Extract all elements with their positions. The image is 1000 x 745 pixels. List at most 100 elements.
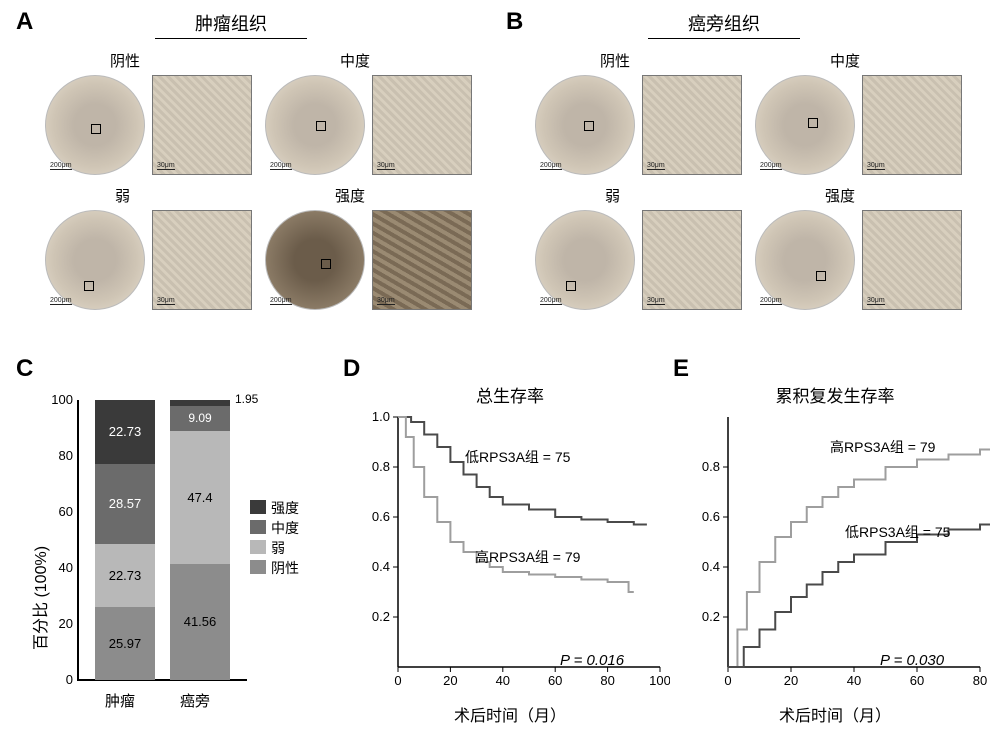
scalebar: 200μm: [50, 162, 72, 170]
seg-adj-strong-txt: 1.95: [235, 392, 258, 406]
svg-text:60: 60: [548, 673, 562, 688]
panel-b-cell-1-zoom: 30μm: [862, 75, 962, 175]
legend-txt-1: 中度: [271, 518, 299, 538]
svg-text:0.6: 0.6: [372, 509, 390, 524]
panel-b-cell-3-zoom: 30μm: [862, 210, 962, 310]
legend-txt-0: 强度: [271, 498, 299, 518]
scalebar: 200μm: [270, 162, 292, 170]
scalebar: 200μm: [540, 162, 562, 170]
panel-e-high-label: 高RPS3A组 = 79: [830, 437, 935, 457]
xlabel-0: 肿瘤: [105, 690, 135, 711]
scalebar: 200μm: [760, 297, 782, 305]
panel-b-cell-1-label: 中度: [830, 50, 860, 71]
svg-text:0.2: 0.2: [372, 609, 390, 624]
svg-text:40: 40: [496, 673, 510, 688]
axis-y: [77, 400, 79, 680]
scalebar: 200μm: [760, 162, 782, 170]
scalebar: 200μm: [540, 297, 562, 305]
panel-c-chart: 百分比 (100%) 0 20 40 60 80 100 22.73 28.57…: [25, 390, 335, 730]
seg-tumor-moderate: 28.57: [95, 464, 155, 544]
panel-d-title: 总生存率: [350, 382, 670, 407]
scalebar: 200μm: [50, 297, 72, 305]
svg-text:40: 40: [847, 673, 861, 688]
ytick-5: 100: [43, 392, 73, 407]
legend-txt-3: 阴性: [271, 558, 299, 578]
svg-text:20: 20: [443, 673, 457, 688]
panel-a-cell-0-circle: 200μm: [45, 75, 145, 175]
panel-a-grid: 阴性 200μm 30μm 中度 200μm 30μm 弱 200μm 30μm…: [40, 50, 480, 330]
ytick-2: 40: [43, 560, 73, 575]
scalebar: 30μm: [377, 297, 395, 305]
seg-adj-weak: 47.4: [170, 431, 230, 564]
panel-c-label: C: [16, 355, 33, 383]
panel-a-cell-2-zoom: 30μm: [152, 210, 252, 310]
panel-a-cell-0-zoom: 30μm: [152, 75, 252, 175]
bar-adjacent: 1.95 9.09 47.4 41.56: [170, 400, 230, 680]
panel-b-cell-0-zoom: 30μm: [642, 75, 742, 175]
panel-e-chart: 累积复发生存率 0.2 0.4 0.6 0.8 0 20 40 60 80 高RPS3A组 = …: [680, 382, 990, 732]
panel-d-low-label: 低RPS3A组 = 75: [465, 447, 570, 467]
panel-b-title: 癌旁组织: [648, 10, 800, 39]
scalebar: 30μm: [867, 297, 885, 305]
bar-tumor: 22.73 28.57 22.73 25.97: [95, 400, 155, 680]
svg-text:0: 0: [724, 673, 731, 688]
panel-a-cell-1-label: 中度: [340, 50, 370, 71]
panel-a-cell-3-zoom: 30μm: [372, 210, 472, 310]
legend-box-2: [250, 540, 266, 554]
panel-b-cell-0-label: 阴性: [600, 50, 630, 71]
panel-d-high-label: 高RPS3A组 = 79: [475, 547, 580, 567]
svg-text:100: 100: [649, 673, 670, 688]
svg-text:0.8: 0.8: [702, 459, 720, 474]
svg-text:80: 80: [973, 673, 987, 688]
panel-b-cell-0-circle: 200μm: [535, 75, 635, 175]
panel-e-title: 累积复发生存率: [680, 382, 990, 407]
panel-a-cell-0-label: 阴性: [110, 50, 140, 71]
panel-a-cell-2-circle: 200μm: [45, 210, 145, 310]
panel-b-cell-2-zoom: 30μm: [642, 210, 742, 310]
scalebar: 30μm: [647, 162, 665, 170]
panel-a-title: 肿瘤组织: [155, 10, 307, 39]
panel-b-cell-1-circle: 200μm: [755, 75, 855, 175]
xlabel-1: 癌旁: [180, 690, 210, 711]
panel-a-cell-3-circle: 200μm: [265, 210, 365, 310]
panel-a-cell-2-label: 弱: [115, 185, 130, 206]
panel-b-cell-3-label: 强度: [825, 185, 855, 206]
legend-box-1: [250, 520, 266, 534]
svg-text:0.6: 0.6: [702, 509, 720, 524]
panel-d-chart: 总生存率 0.20.40.60.81.0020406080100 低RPS3A组…: [350, 382, 670, 732]
panel-e-pvalue: P = 0.030: [880, 652, 944, 669]
scalebar: 200μm: [270, 297, 292, 305]
scalebar: 30μm: [867, 162, 885, 170]
panel-d-label: D: [343, 355, 360, 383]
legend-box-3: [250, 560, 266, 574]
svg-text:0.4: 0.4: [702, 559, 720, 574]
scalebar: 30μm: [377, 162, 395, 170]
scalebar: 30μm: [647, 297, 665, 305]
scalebar: 30μm: [157, 162, 175, 170]
svg-text:0: 0: [394, 673, 401, 688]
panel-e-label: E: [673, 355, 689, 383]
panel-b-label: B: [506, 8, 523, 36]
svg-text:0.2: 0.2: [702, 609, 720, 624]
ytick-4: 80: [43, 448, 73, 463]
svg-text:60: 60: [910, 673, 924, 688]
panel-b-grid: 阴性 200μm 30μm 中度 200μm 30μm 弱 200μm 30μm…: [530, 50, 970, 330]
seg-adj-moderate: 9.09: [170, 406, 230, 431]
svg-text:0.4: 0.4: [372, 559, 390, 574]
svg-text:20: 20: [784, 673, 798, 688]
legend-box-0: [250, 500, 266, 514]
panel-b-cell-2-label: 弱: [605, 185, 620, 206]
seg-tumor-negative: 25.97: [95, 607, 155, 680]
panel-a-cell-3-label: 强度: [335, 185, 365, 206]
panel-d-pvalue: P = 0.016: [560, 652, 624, 669]
panel-e-xlabel: 术后时间（月）: [680, 702, 990, 726]
legend-txt-2: 弱: [271, 538, 285, 558]
ytick-1: 20: [43, 616, 73, 631]
panel-b-cell-3-circle: 200μm: [755, 210, 855, 310]
scalebar: 30μm: [157, 297, 175, 305]
ytick-3: 60: [43, 504, 73, 519]
panel-d-xlabel: 术后时间（月）: [350, 702, 670, 726]
panel-e-low-label: 低RPS3A组 = 75: [845, 522, 950, 542]
panel-b-cell-2-circle: 200μm: [535, 210, 635, 310]
svg-text:0.8: 0.8: [372, 459, 390, 474]
